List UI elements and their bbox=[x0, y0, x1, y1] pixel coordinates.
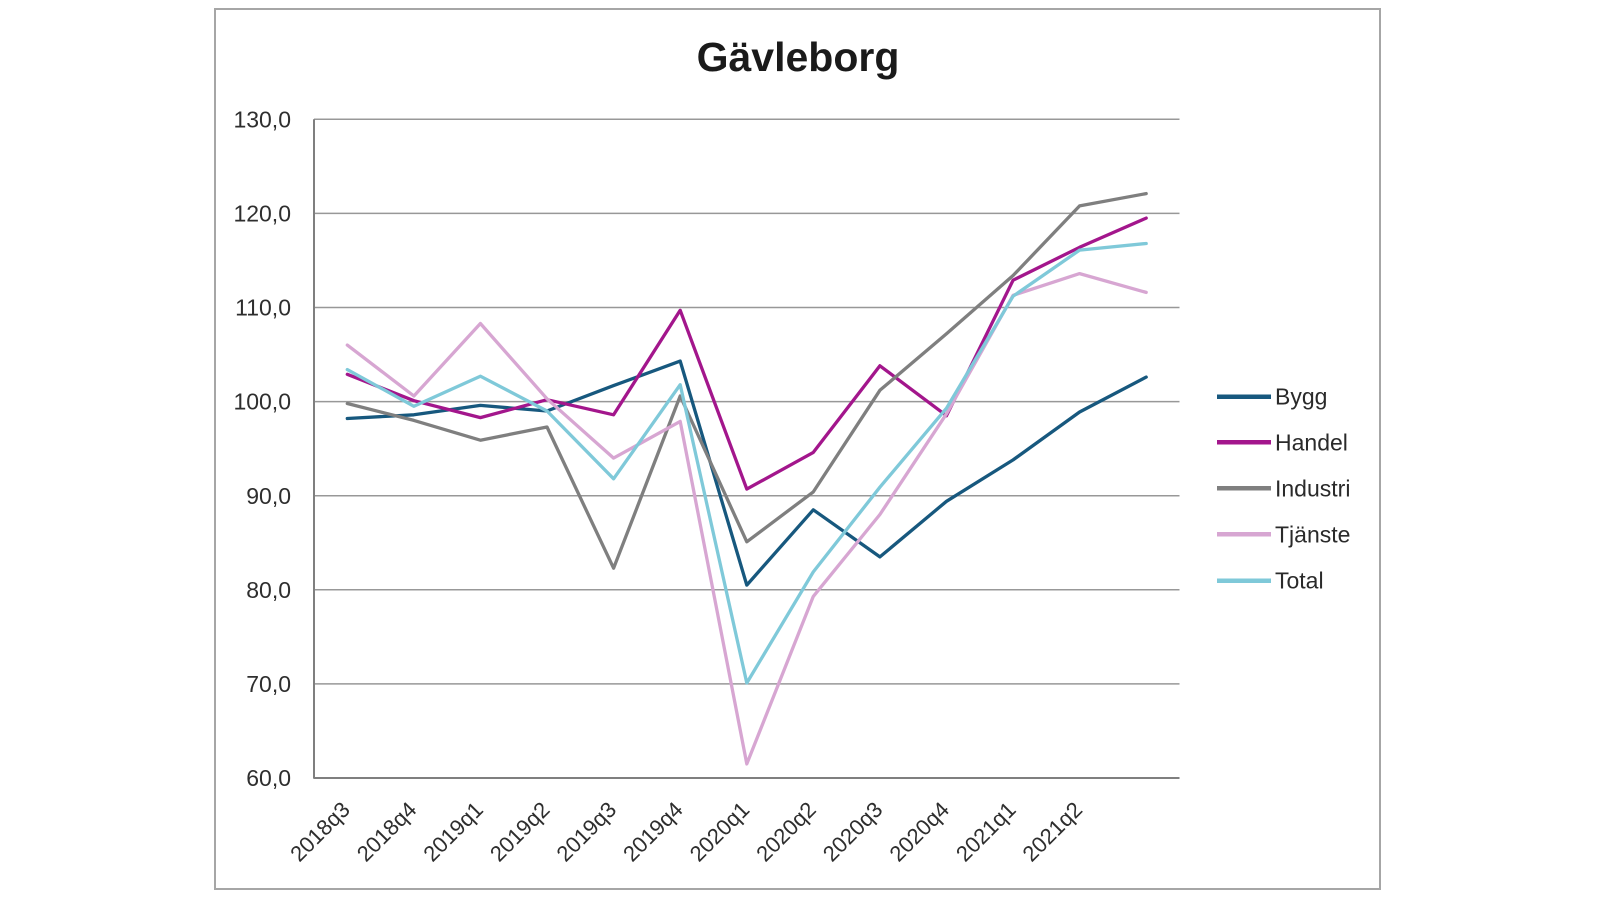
svg-text:Tjänste: Tjänste bbox=[1275, 521, 1350, 547]
svg-text:Handel: Handel bbox=[1275, 429, 1348, 455]
svg-text:2018q3: 2018q3 bbox=[285, 797, 355, 867]
svg-text:Total: Total bbox=[1275, 568, 1324, 594]
svg-text:Industri: Industri bbox=[1275, 475, 1350, 501]
svg-text:2020q1: 2020q1 bbox=[685, 797, 755, 867]
svg-text:2020q4: 2020q4 bbox=[884, 797, 954, 867]
svg-text:Bygg: Bygg bbox=[1275, 384, 1327, 410]
svg-text:2020q2: 2020q2 bbox=[751, 797, 821, 867]
svg-text:2019q1: 2019q1 bbox=[418, 797, 488, 867]
svg-text:60,0: 60,0 bbox=[246, 765, 291, 791]
svg-text:70,0: 70,0 bbox=[246, 671, 291, 697]
svg-text:2020q3: 2020q3 bbox=[818, 797, 888, 867]
svg-text:120,0: 120,0 bbox=[233, 200, 291, 226]
svg-text:2018q4: 2018q4 bbox=[352, 797, 422, 867]
svg-text:80,0: 80,0 bbox=[246, 577, 291, 603]
svg-text:2019q2: 2019q2 bbox=[485, 797, 555, 867]
svg-text:2021q2: 2021q2 bbox=[1018, 797, 1088, 867]
svg-text:90,0: 90,0 bbox=[246, 483, 291, 509]
svg-text:130,0: 130,0 bbox=[233, 106, 291, 132]
svg-text:2021q1: 2021q1 bbox=[951, 797, 1021, 867]
svg-text:110,0: 110,0 bbox=[235, 295, 291, 321]
svg-text:100,0: 100,0 bbox=[233, 389, 291, 415]
svg-text:Gävleborg: Gävleborg bbox=[697, 34, 900, 80]
svg-text:2019q3: 2019q3 bbox=[552, 797, 622, 867]
svg-text:2019q4: 2019q4 bbox=[618, 797, 688, 867]
